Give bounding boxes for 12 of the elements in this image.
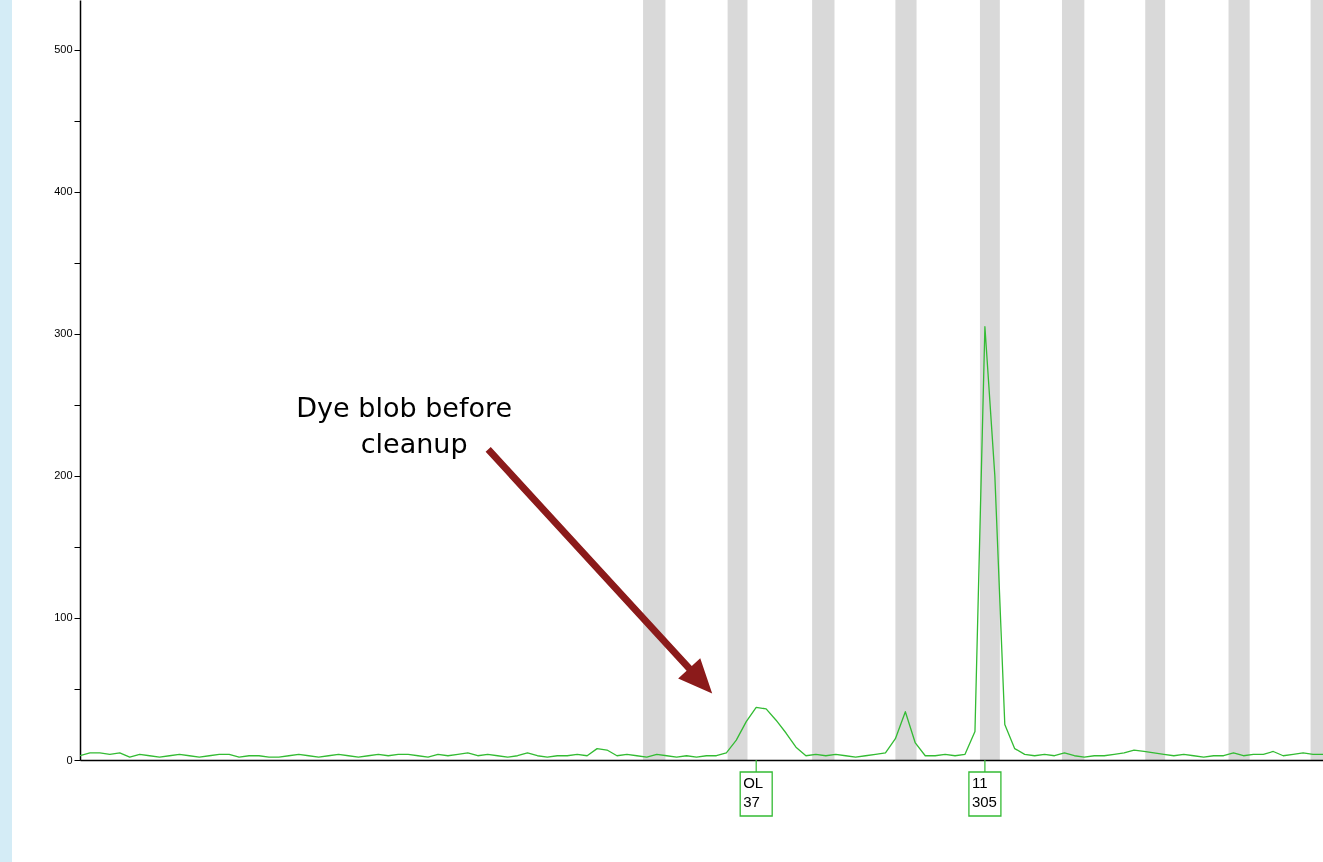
text: OL [743, 774, 764, 791]
y-tick-label: 500 [54, 43, 73, 56]
y-tick-label: 300 [54, 327, 73, 340]
data-label: 305 [971, 793, 997, 810]
y-tick-label: 200 [54, 469, 73, 482]
y-tick-label: 400 [54, 185, 73, 198]
annotation: Dye blob before cleanup [296, 392, 513, 460]
y-tick-label: 0 [66, 753, 73, 766]
data-label: 37 [743, 793, 760, 810]
line-series [80, 326, 1323, 758]
text: 11 [971, 774, 988, 791]
y-tick-label: 100 [54, 611, 73, 624]
